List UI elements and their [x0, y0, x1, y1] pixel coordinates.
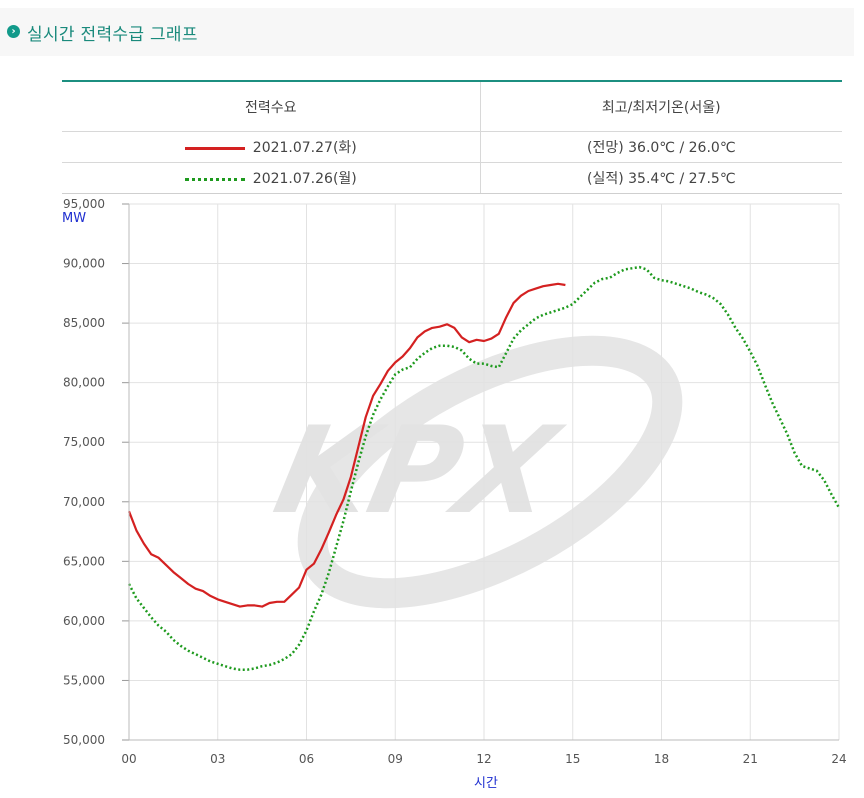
- x-axis-title: 시간: [474, 776, 498, 791]
- y-tick-label: 70,000: [63, 495, 105, 509]
- y-tick-label: 75,000: [63, 435, 105, 449]
- legend-temp-cell: (실적) 35.4℃ / 27.5℃: [479, 162, 842, 194]
- y-axis-title: MW: [62, 211, 86, 226]
- power-demand-chart: KPX 50,000 55,000 60,000 65,000 70,000 75,000…: [62, 197, 847, 791]
- y-tick-label: 65,000: [63, 554, 105, 568]
- y-tick-label: 50,000: [63, 733, 105, 747]
- green-dotted-line-swatch: [184, 177, 245, 181]
- y-tick-label: 60,000: [63, 614, 105, 628]
- legend-row: 2021.07.26(월) (실적) 35.4℃ / 27.5℃: [62, 162, 842, 194]
- legend-series-label: 2021.07.26(월): [252, 171, 357, 187]
- y-tick-label: 80,000: [63, 376, 105, 390]
- red-line-swatch: [184, 146, 245, 150]
- legend-series-cell: 2021.07.26(월): [62, 162, 481, 194]
- legend-row: 2021.07.27(화) (전망) 36.0℃ / 26.0℃: [62, 131, 842, 163]
- x-tick-label: 09: [388, 752, 403, 766]
- header-bar: › 실시간 전력수급 그래프: [0, 8, 854, 56]
- chart-grid: [128, 203, 840, 741]
- y-tick-label: 95,000: [63, 197, 105, 211]
- legend-series-label: 2021.07.27(화): [252, 140, 357, 156]
- chevron-right-icon: ›: [7, 25, 20, 38]
- kpx-watermark-logo: KPX: [264, 335, 683, 609]
- x-tick-label: 18: [654, 752, 669, 766]
- legend-table: 전력수요 최고/최저기온(서울) 2021.07.27(화) (전망) 36.0…: [62, 80, 842, 194]
- series-line-2021-07-26: [127, 265, 841, 671]
- y-tick-label: 90,000: [63, 257, 105, 271]
- x-tick-label: 24: [831, 752, 846, 766]
- chart-series: [127, 265, 841, 671]
- page-title: 실시간 전력수급 그래프: [27, 25, 198, 45]
- series-line-2021-07-27: [127, 282, 566, 608]
- x-tick-label: 00: [121, 752, 136, 766]
- y-tick-label: 85,000: [63, 316, 105, 330]
- x-tick-label: 15: [565, 752, 580, 766]
- legend-temp-cell: (전망) 36.0℃ / 26.0℃: [479, 131, 842, 163]
- legend-series-cell: 2021.07.27(화): [62, 131, 481, 163]
- chart-axes: 50,000 55,000 60,000 65,000 70,000 75,000 80,0…: [62, 197, 847, 791]
- y-tick-label: 55,000: [63, 673, 105, 687]
- watermark-text: KPX: [264, 400, 573, 540]
- x-tick-label: 06: [299, 752, 314, 766]
- legend-header-temperature: 최고/최저기온(서울): [479, 80, 842, 132]
- watermark-swoosh: [297, 335, 683, 609]
- x-tick-label: 03: [210, 752, 225, 766]
- x-tick-label: 12: [476, 752, 491, 766]
- x-tick-label: 21: [743, 752, 758, 766]
- legend-header-demand: 전력수요: [62, 80, 481, 132]
